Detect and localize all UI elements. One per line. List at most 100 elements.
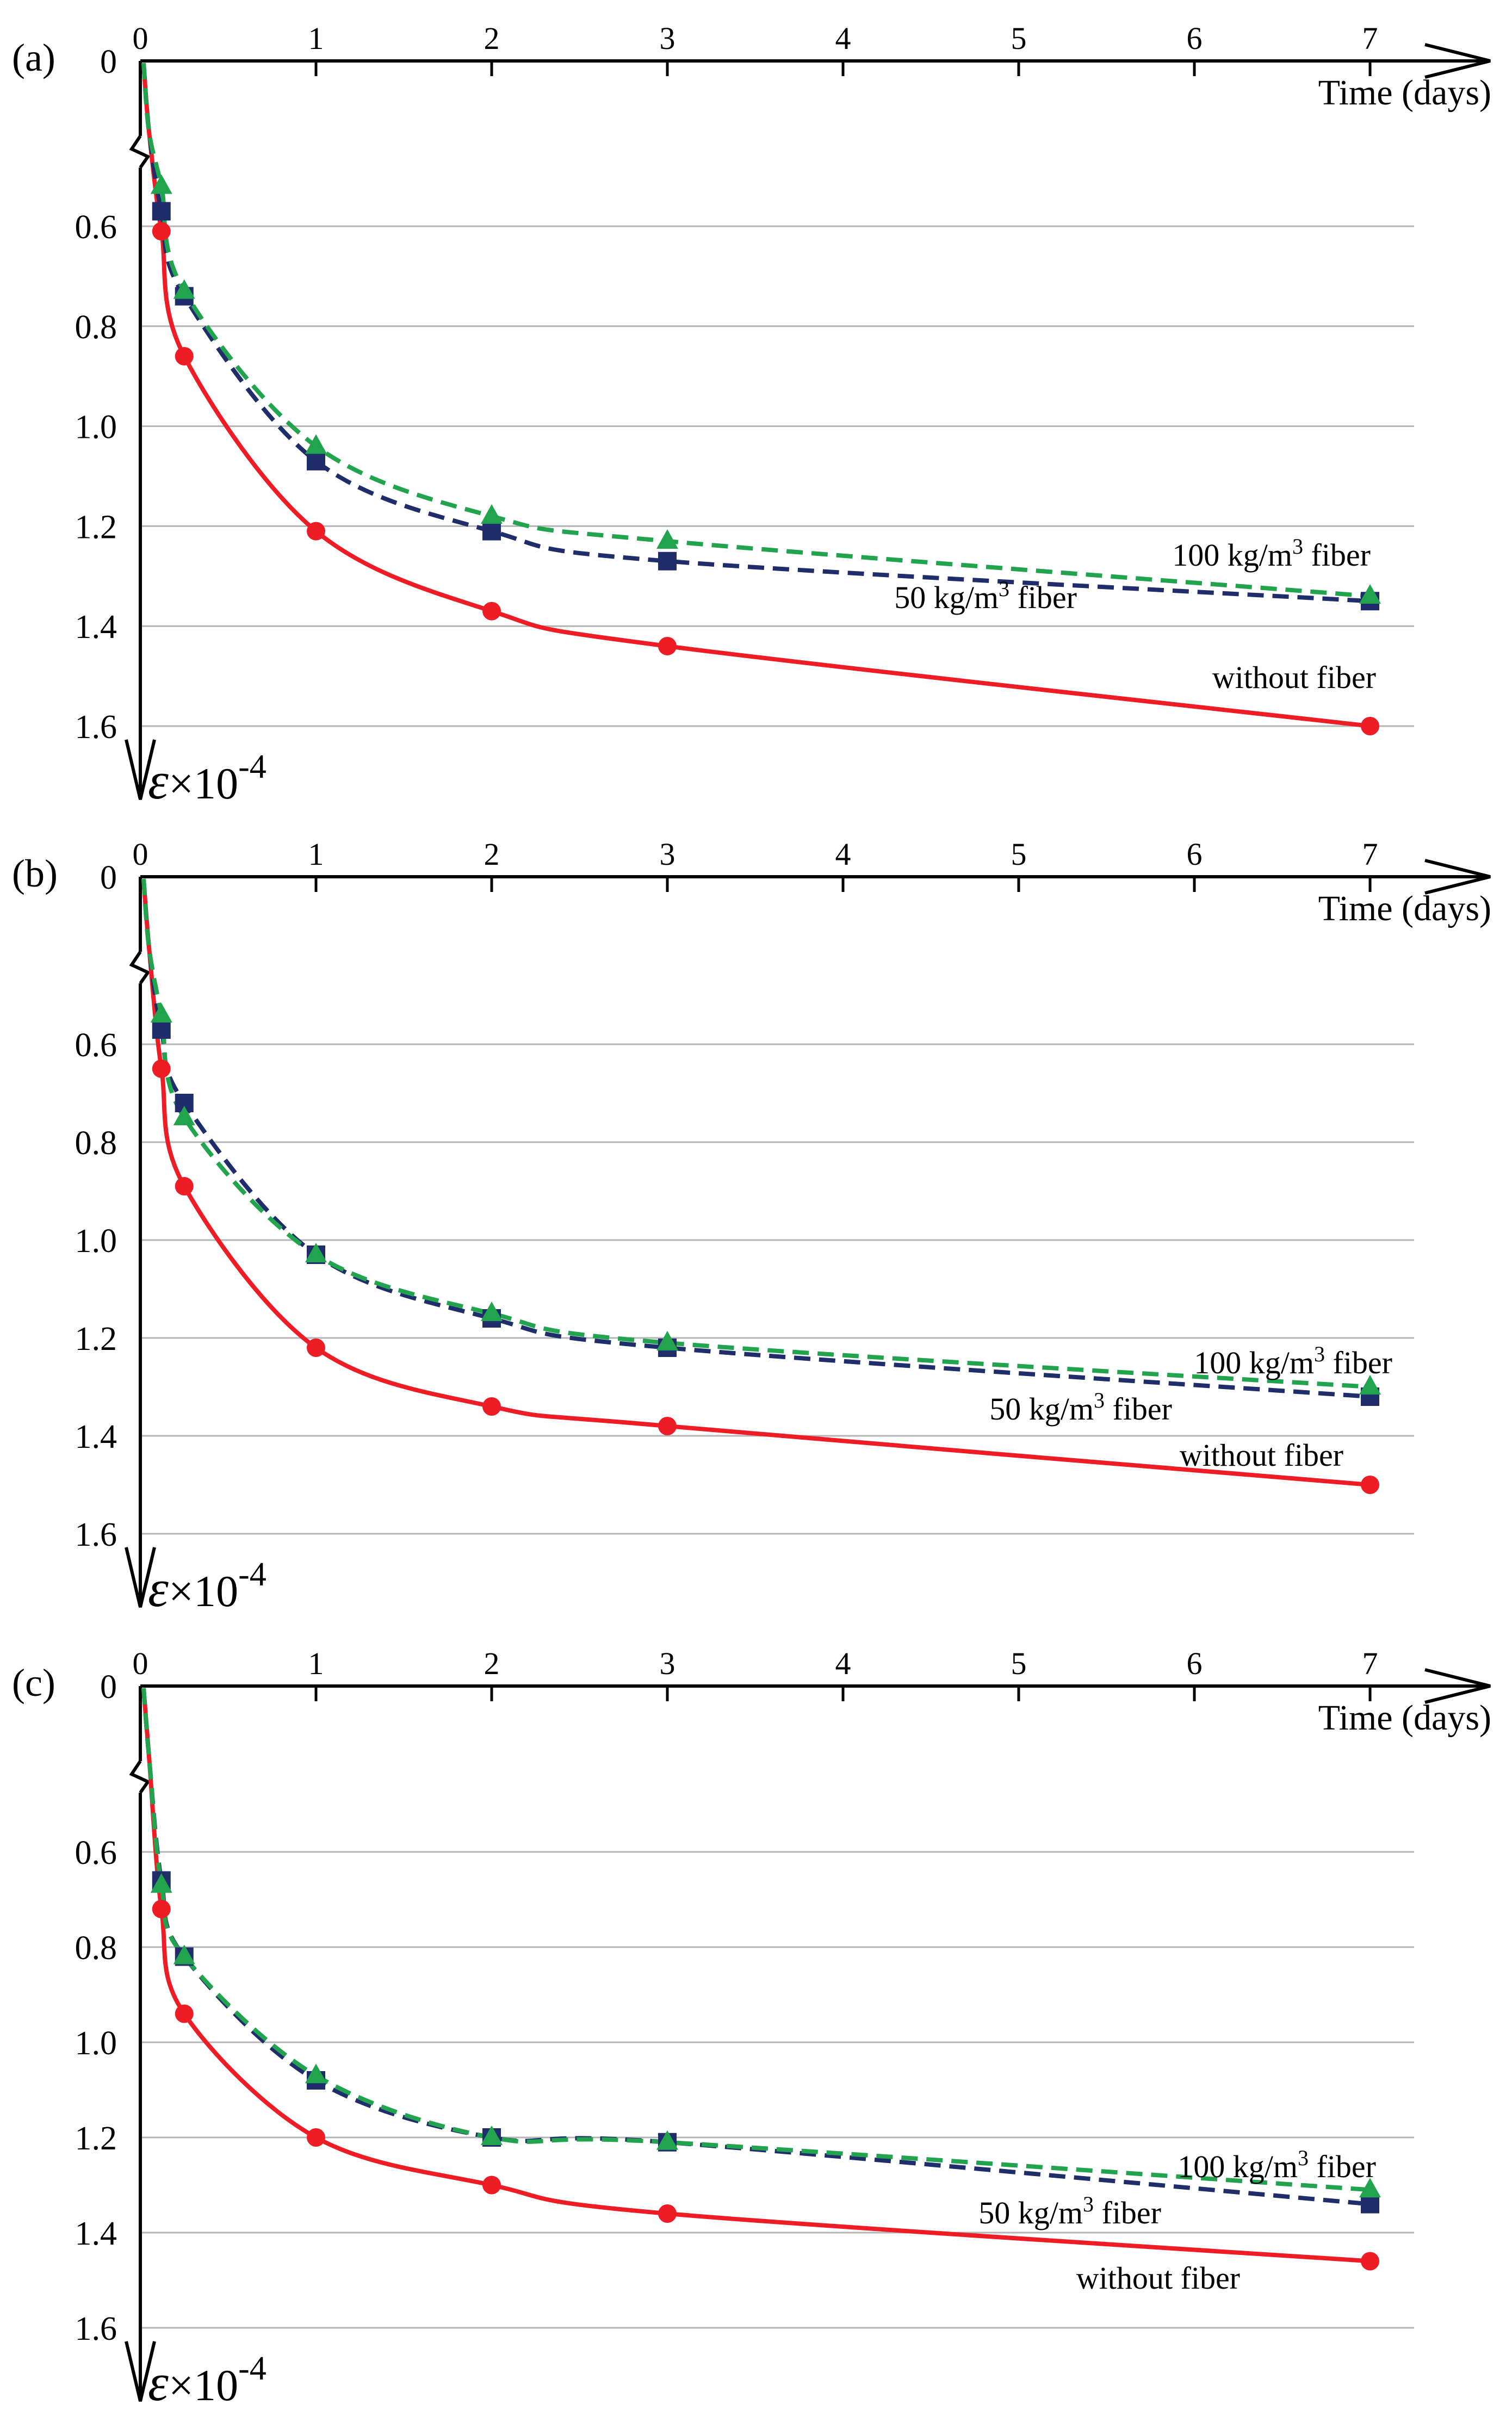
series-label-main: 100 kg/m bbox=[1178, 2149, 1298, 2184]
series-label-rest: fiber bbox=[1325, 1345, 1392, 1380]
data-point-fiber-100 bbox=[305, 1243, 327, 1262]
data-point-fiber-100 bbox=[656, 2130, 678, 2150]
x-tick-label: 6 bbox=[1187, 836, 1203, 872]
data-point-fiber-50 bbox=[658, 551, 677, 571]
x-tick-label: 2 bbox=[484, 1646, 500, 1681]
y-tick-label: 1.0 bbox=[75, 1223, 117, 1260]
x-tick-label: 4 bbox=[835, 21, 851, 56]
panel-label: (b) bbox=[12, 852, 58, 895]
x-tick-label: 7 bbox=[1362, 1646, 1378, 1681]
series-label-sup: 3 bbox=[1314, 1342, 1325, 1366]
series-label-main: 100 kg/m bbox=[1194, 1345, 1314, 1380]
data-point-fiber-50 bbox=[482, 522, 501, 541]
y-tick-label: 0 bbox=[100, 859, 117, 896]
series-label-without-fiber: without fiber bbox=[1180, 1437, 1343, 1473]
series-line-fiber-50 bbox=[141, 63, 1371, 604]
data-point-fiber-100 bbox=[481, 2125, 503, 2145]
y-axis-multiplier: ×10 bbox=[169, 2360, 238, 2410]
data-point-without-fiber bbox=[175, 2004, 194, 2023]
x-tick-label: 7 bbox=[1362, 21, 1378, 56]
x-tick-label: 0 bbox=[133, 836, 148, 872]
y-axis-exponent: -4 bbox=[238, 748, 267, 785]
series-line-fiber-100 bbox=[141, 878, 1371, 1389]
x-tick-label: 1 bbox=[308, 21, 324, 56]
y-tick-label: 1.6 bbox=[75, 709, 117, 746]
y-tick-label: 1.2 bbox=[75, 2120, 117, 2157]
y-axis-title: ε×10-4 bbox=[148, 748, 267, 810]
data-point-without-fiber bbox=[307, 522, 325, 541]
y-tick-label: 1.0 bbox=[75, 409, 117, 446]
y-tick-label: 0.8 bbox=[75, 1125, 117, 1162]
series-label-rest: fiber bbox=[1105, 1391, 1172, 1427]
series-line-fiber-100 bbox=[141, 1688, 1371, 2192]
x-tick-label: 5 bbox=[1011, 1646, 1027, 1681]
x-axis-arrow bbox=[1424, 859, 1491, 895]
series-label-main: 50 kg/m bbox=[978, 2195, 1083, 2230]
series-line-fiber-50 bbox=[141, 1688, 1371, 2207]
data-point-without-fiber bbox=[658, 636, 677, 655]
y-tick-label: 1.2 bbox=[75, 1321, 117, 1358]
chart-panel-0: 0 1 2 3 4 5 6 7 Time (days) 0 0.6 0.8 1.0 1.2 1.4 1.6 ε×… bbox=[12, 21, 1491, 810]
series-label-main: 50 kg/m bbox=[989, 1391, 1094, 1427]
data-point-without-fiber bbox=[307, 2128, 325, 2147]
y-tick-label: 1.4 bbox=[75, 2215, 117, 2252]
y-tick-label: 1.2 bbox=[75, 509, 117, 546]
y-tick-label: 0.6 bbox=[75, 1835, 117, 1872]
data-point-without-fiber bbox=[152, 1900, 171, 1918]
series-label-sup: 3 bbox=[1083, 2192, 1094, 2216]
series-label-main: without fiber bbox=[1180, 1437, 1343, 1473]
series-label-rest: fiber bbox=[1303, 537, 1371, 573]
series-label-sup: 3 bbox=[1298, 2146, 1309, 2170]
x-tick-label: 1 bbox=[308, 836, 324, 872]
series-label-sup: 3 bbox=[1292, 534, 1303, 559]
y-tick-label: 1.4 bbox=[75, 1418, 117, 1455]
x-tick-label: 1 bbox=[308, 1646, 324, 1681]
x-tick-label: 0 bbox=[133, 1646, 148, 1681]
x-tick-label: 7 bbox=[1362, 836, 1378, 872]
series-line-fiber-100 bbox=[141, 63, 1371, 599]
x-tick-label: 0 bbox=[133, 21, 148, 56]
data-point-without-fiber bbox=[152, 1059, 171, 1078]
data-point-fiber-100 bbox=[1359, 584, 1381, 604]
y-tick-label: 0.8 bbox=[75, 309, 117, 346]
data-point-without-fiber bbox=[482, 2176, 501, 2195]
data-point-without-fiber bbox=[152, 222, 171, 241]
y-tick-label: 1.6 bbox=[75, 2310, 117, 2347]
series-label-without-fiber: without fiber bbox=[1212, 660, 1376, 695]
data-point-fiber-100 bbox=[656, 1331, 678, 1350]
data-point-fiber-100 bbox=[150, 1003, 172, 1023]
data-point-fiber-100 bbox=[305, 2063, 327, 2084]
x-tick-label: 6 bbox=[1187, 1646, 1203, 1681]
y-axis-exponent: -4 bbox=[238, 1556, 267, 1593]
series-label-main: 50 kg/m bbox=[894, 580, 999, 615]
data-point-fiber-100 bbox=[1359, 1375, 1381, 1395]
y-tick-label: 1.6 bbox=[75, 1516, 117, 1553]
data-point-fiber-100 bbox=[173, 1944, 195, 1965]
y-axis-title: ε×10-4 bbox=[148, 1556, 267, 1618]
chart-panel-2: 0 1 2 3 4 5 6 7 Time (days) 0 0.6 0.8 1.0 1.2 1.4 1.6 ε×… bbox=[12, 1646, 1491, 2412]
series-label-main: 100 kg/m bbox=[1172, 537, 1292, 573]
series-label-main: without fiber bbox=[1212, 660, 1376, 695]
y-axis-arrow bbox=[125, 739, 156, 800]
data-point-without-fiber bbox=[1361, 717, 1379, 735]
data-point-without-fiber bbox=[482, 1397, 501, 1416]
data-point-without-fiber bbox=[175, 1177, 194, 1195]
y-tick-label: 0.6 bbox=[75, 209, 117, 246]
panel-label: (c) bbox=[12, 1661, 55, 1705]
x-tick-label: 4 bbox=[835, 1646, 851, 1681]
series-label-main: without fiber bbox=[1076, 2260, 1240, 2296]
data-point-fiber-100 bbox=[656, 529, 678, 549]
y-axis-break bbox=[129, 951, 151, 984]
series-label-rest: fiber bbox=[1094, 2195, 1161, 2230]
data-point-fiber-100 bbox=[481, 504, 503, 524]
x-tick-label: 3 bbox=[660, 1646, 676, 1681]
series-label-sup: 3 bbox=[999, 577, 1009, 601]
data-point-without-fiber bbox=[658, 2204, 677, 2223]
series-label-fiber-100: 100 kg/m3 fiber bbox=[1178, 2146, 1376, 2184]
series-label-fiber-50: 50 kg/m3 fiber bbox=[978, 2192, 1161, 2230]
panel-label: (a) bbox=[12, 36, 55, 79]
y-axis-symbol: ε bbox=[148, 1559, 169, 1618]
x-tick-label: 6 bbox=[1187, 21, 1203, 56]
chart-panel-1: 0 1 2 3 4 5 6 7 Time (days) 0 0.6 0.8 1.0 1.2 1.4 1.6 ε×… bbox=[12, 836, 1491, 1618]
x-axis-title: Time (days) bbox=[1318, 1698, 1491, 1738]
